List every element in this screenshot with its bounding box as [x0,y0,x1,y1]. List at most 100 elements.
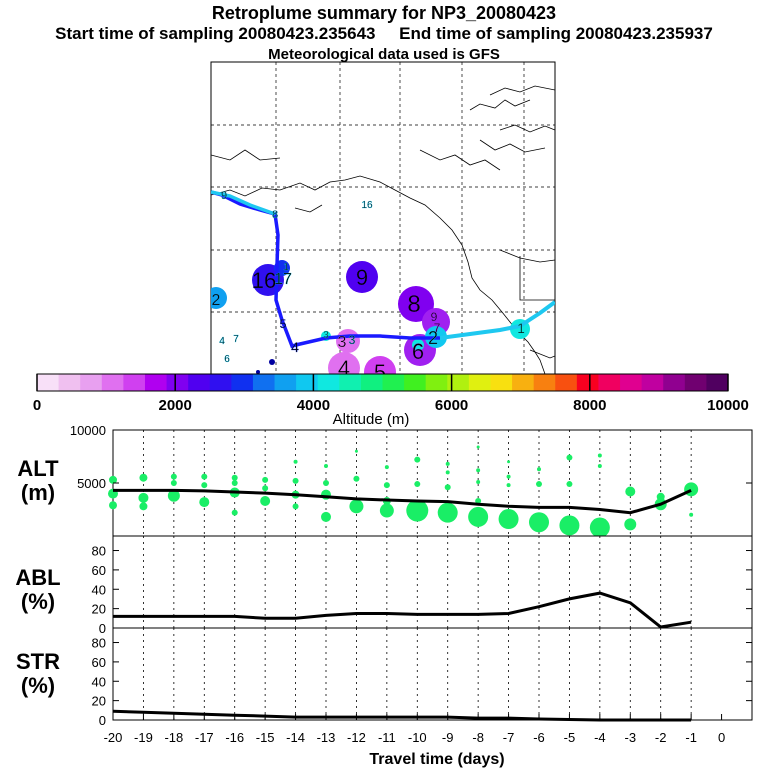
alt-circle [656,492,665,501]
str-ytick-label: 80 [92,636,106,651]
map-label: 8 [407,291,420,318]
alt-frame [112,429,753,537]
map-label: 6 [412,339,424,364]
map-marker [346,261,378,293]
colorbar-cell [382,374,405,391]
alt-circle [292,477,299,484]
abl-ytick-label: 80 [92,544,106,559]
colorbar-cell [684,374,707,391]
alt-circle [292,503,299,510]
x-tick-label: 0 [718,730,725,745]
colorbar-cell [641,374,664,391]
x-tick-label: -16 [225,730,244,745]
str-frame [112,627,753,721]
alt-circle [468,506,489,527]
alt-circle [414,481,421,488]
str-ytick-label: 60 [92,655,106,670]
colorbar-cell [296,374,319,391]
map-label: 3 [323,330,329,341]
alt-circle [167,489,180,502]
alt-circle [597,464,602,469]
colorbar-tick-label: 0 [33,397,41,414]
str-ytick-label: 20 [92,694,106,709]
alt-circle [324,464,328,469]
colorbar-cell [555,374,578,391]
alt-circle [437,502,458,523]
map-label: 8 [272,209,278,221]
map-label: 4 [338,356,350,381]
abl-ytick-label: 20 [92,602,106,617]
map-label: 5 [280,317,287,331]
trajectory-early [211,190,276,216]
map-label: 16 [252,268,276,293]
map-label: 1 [283,262,289,273]
alt-circle [476,468,481,473]
alt-circle [406,499,429,522]
x-axis-label: Travel time (days) [369,751,504,768]
map-marker [398,286,434,322]
map-label: 7 [434,321,441,335]
alt-circle [231,474,238,481]
alt-circle [109,475,117,484]
x-tick-label: -4 [594,730,606,745]
str-series-line [112,709,692,722]
alt-circle [684,482,699,497]
colorbar-cell [252,374,276,391]
alt-circle [353,475,360,482]
map-frame [210,61,556,375]
colorbar-tick-label: 6000 [435,397,468,414]
alt-circle [109,501,117,510]
str-ylabel-line2: (%) [21,673,55,698]
colorbar-tick-label: 2000 [159,397,192,414]
alt-circle [498,509,519,530]
colorbar-cell [37,374,60,391]
map-label: 5 [374,360,386,385]
abl-ylabel-line1: ABL [15,565,60,590]
alt-circle [262,476,269,483]
abl-ytick-label: 60 [92,563,106,578]
map-label: 9 [431,310,438,324]
x-tick-label: -8 [472,730,484,745]
alt-circle [476,445,480,449]
alt-circle [507,460,511,464]
colorbar-cell [533,374,556,391]
alt-circle [138,492,149,503]
alt-circle [476,479,481,484]
alt-panel: 5000 10000 ALT (m) [17,423,753,538]
alt-circle [139,473,148,482]
alt-circle [597,453,602,458]
abl-ytick-label: 40 [92,582,106,597]
colorbar-cell [490,374,513,391]
colorbar-cell [231,374,254,391]
met-data-source: Meteorological data used is GFS [268,46,500,63]
alt-ytick-label: 10000 [70,423,106,438]
x-tick-label: -2 [655,730,667,745]
alt-circle [445,461,450,466]
alt-circle [199,497,210,508]
colorbar-cell [80,374,103,391]
map-label: 2 [428,328,438,348]
alt-circle [260,496,271,507]
alt-circle [559,515,580,536]
abl-ytick-label: 0 [99,621,106,636]
map-label: 7 [233,334,239,345]
x-tick-label: -3 [625,730,637,745]
x-tick-label: -10 [408,730,427,745]
page-title: Retroplume summary for NP3_20080423 [211,3,557,23]
colorbar-cell [188,374,211,391]
alt-series-line [113,488,692,515]
alt-circle [529,512,549,533]
alt-circle [506,483,511,488]
alt-circle [414,456,421,463]
map-label: 4 [219,336,225,347]
map-marker [328,352,360,374]
alt-circle [475,498,482,505]
alt-circle [689,512,694,517]
alt-circle [536,481,542,488]
colorbar-cell [123,374,146,391]
alt-ytick-label: 5000 [77,476,106,491]
alt-ylabel-line1: ALT [17,456,59,481]
colorbar-cell [274,374,297,391]
x-tick-label: -7 [503,730,515,745]
